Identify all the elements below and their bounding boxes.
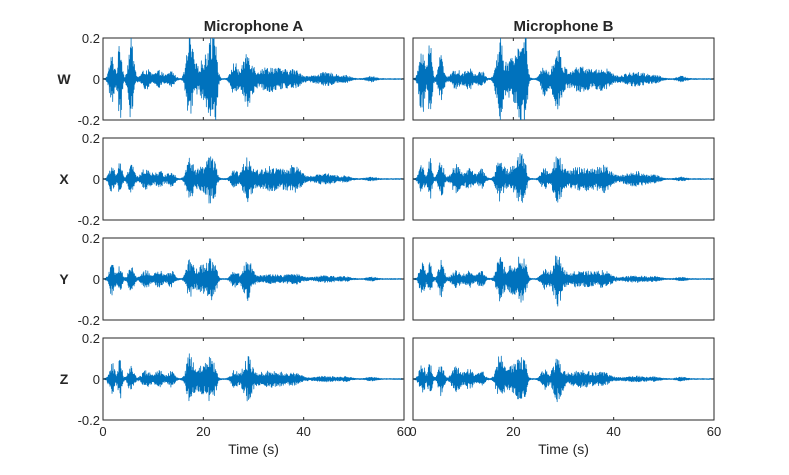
channel-label: W — [57, 71, 71, 87]
y-tick-label: -0.2 — [78, 113, 100, 128]
signal-trace — [413, 38, 714, 120]
signal-traces — [103, 38, 714, 403]
channel-label: Y — [59, 271, 69, 287]
tick-marks — [102, 37, 715, 421]
x-tick-label: 20 — [196, 424, 210, 439]
channel-label: Z — [60, 371, 69, 387]
x-tick-label: 60 — [397, 424, 411, 439]
y-tick-label: 0 — [93, 172, 100, 187]
channel-label: X — [59, 171, 69, 187]
signal-trace — [413, 255, 714, 307]
x-axis-label: Time (s) — [228, 441, 279, 457]
x-tick-label: 0 — [409, 424, 416, 439]
x-axis-label: Time (s) — [538, 441, 589, 457]
y-tick-label: 0.2 — [82, 131, 100, 146]
y-tick-label: -0.2 — [78, 213, 100, 228]
x-tick-label: 60 — [707, 424, 721, 439]
y-tick-label: 0.2 — [82, 331, 100, 346]
signal-trace — [103, 38, 404, 120]
column-title: Microphone B — [514, 18, 614, 35]
y-tick-label: -0.2 — [78, 313, 100, 328]
y-tick-label: -0.2 — [78, 413, 100, 428]
x-tick-label: 20 — [506, 424, 520, 439]
y-tick-label: 0 — [93, 272, 100, 287]
signal-trace — [103, 353, 404, 402]
x-tick-label: 0 — [99, 424, 106, 439]
signal-trace — [103, 156, 404, 204]
x-tick-label: 40 — [296, 424, 310, 439]
y-tick-label: 0 — [93, 372, 100, 387]
axes-frames — [102, 37, 715, 421]
column-title: Microphone A — [204, 18, 304, 35]
axis-labels: Microphone A Microphone BWXYZ-0.200.2-0.2… — [57, 18, 721, 457]
y-tick-label: 0.2 — [82, 31, 100, 46]
signal-trace — [413, 152, 714, 203]
y-tick-label: 0 — [93, 72, 100, 87]
signal-trace — [103, 258, 404, 301]
x-tick-label: 40 — [606, 424, 620, 439]
signal-trace — [413, 355, 714, 403]
y-tick-label: 0.2 — [82, 231, 100, 246]
